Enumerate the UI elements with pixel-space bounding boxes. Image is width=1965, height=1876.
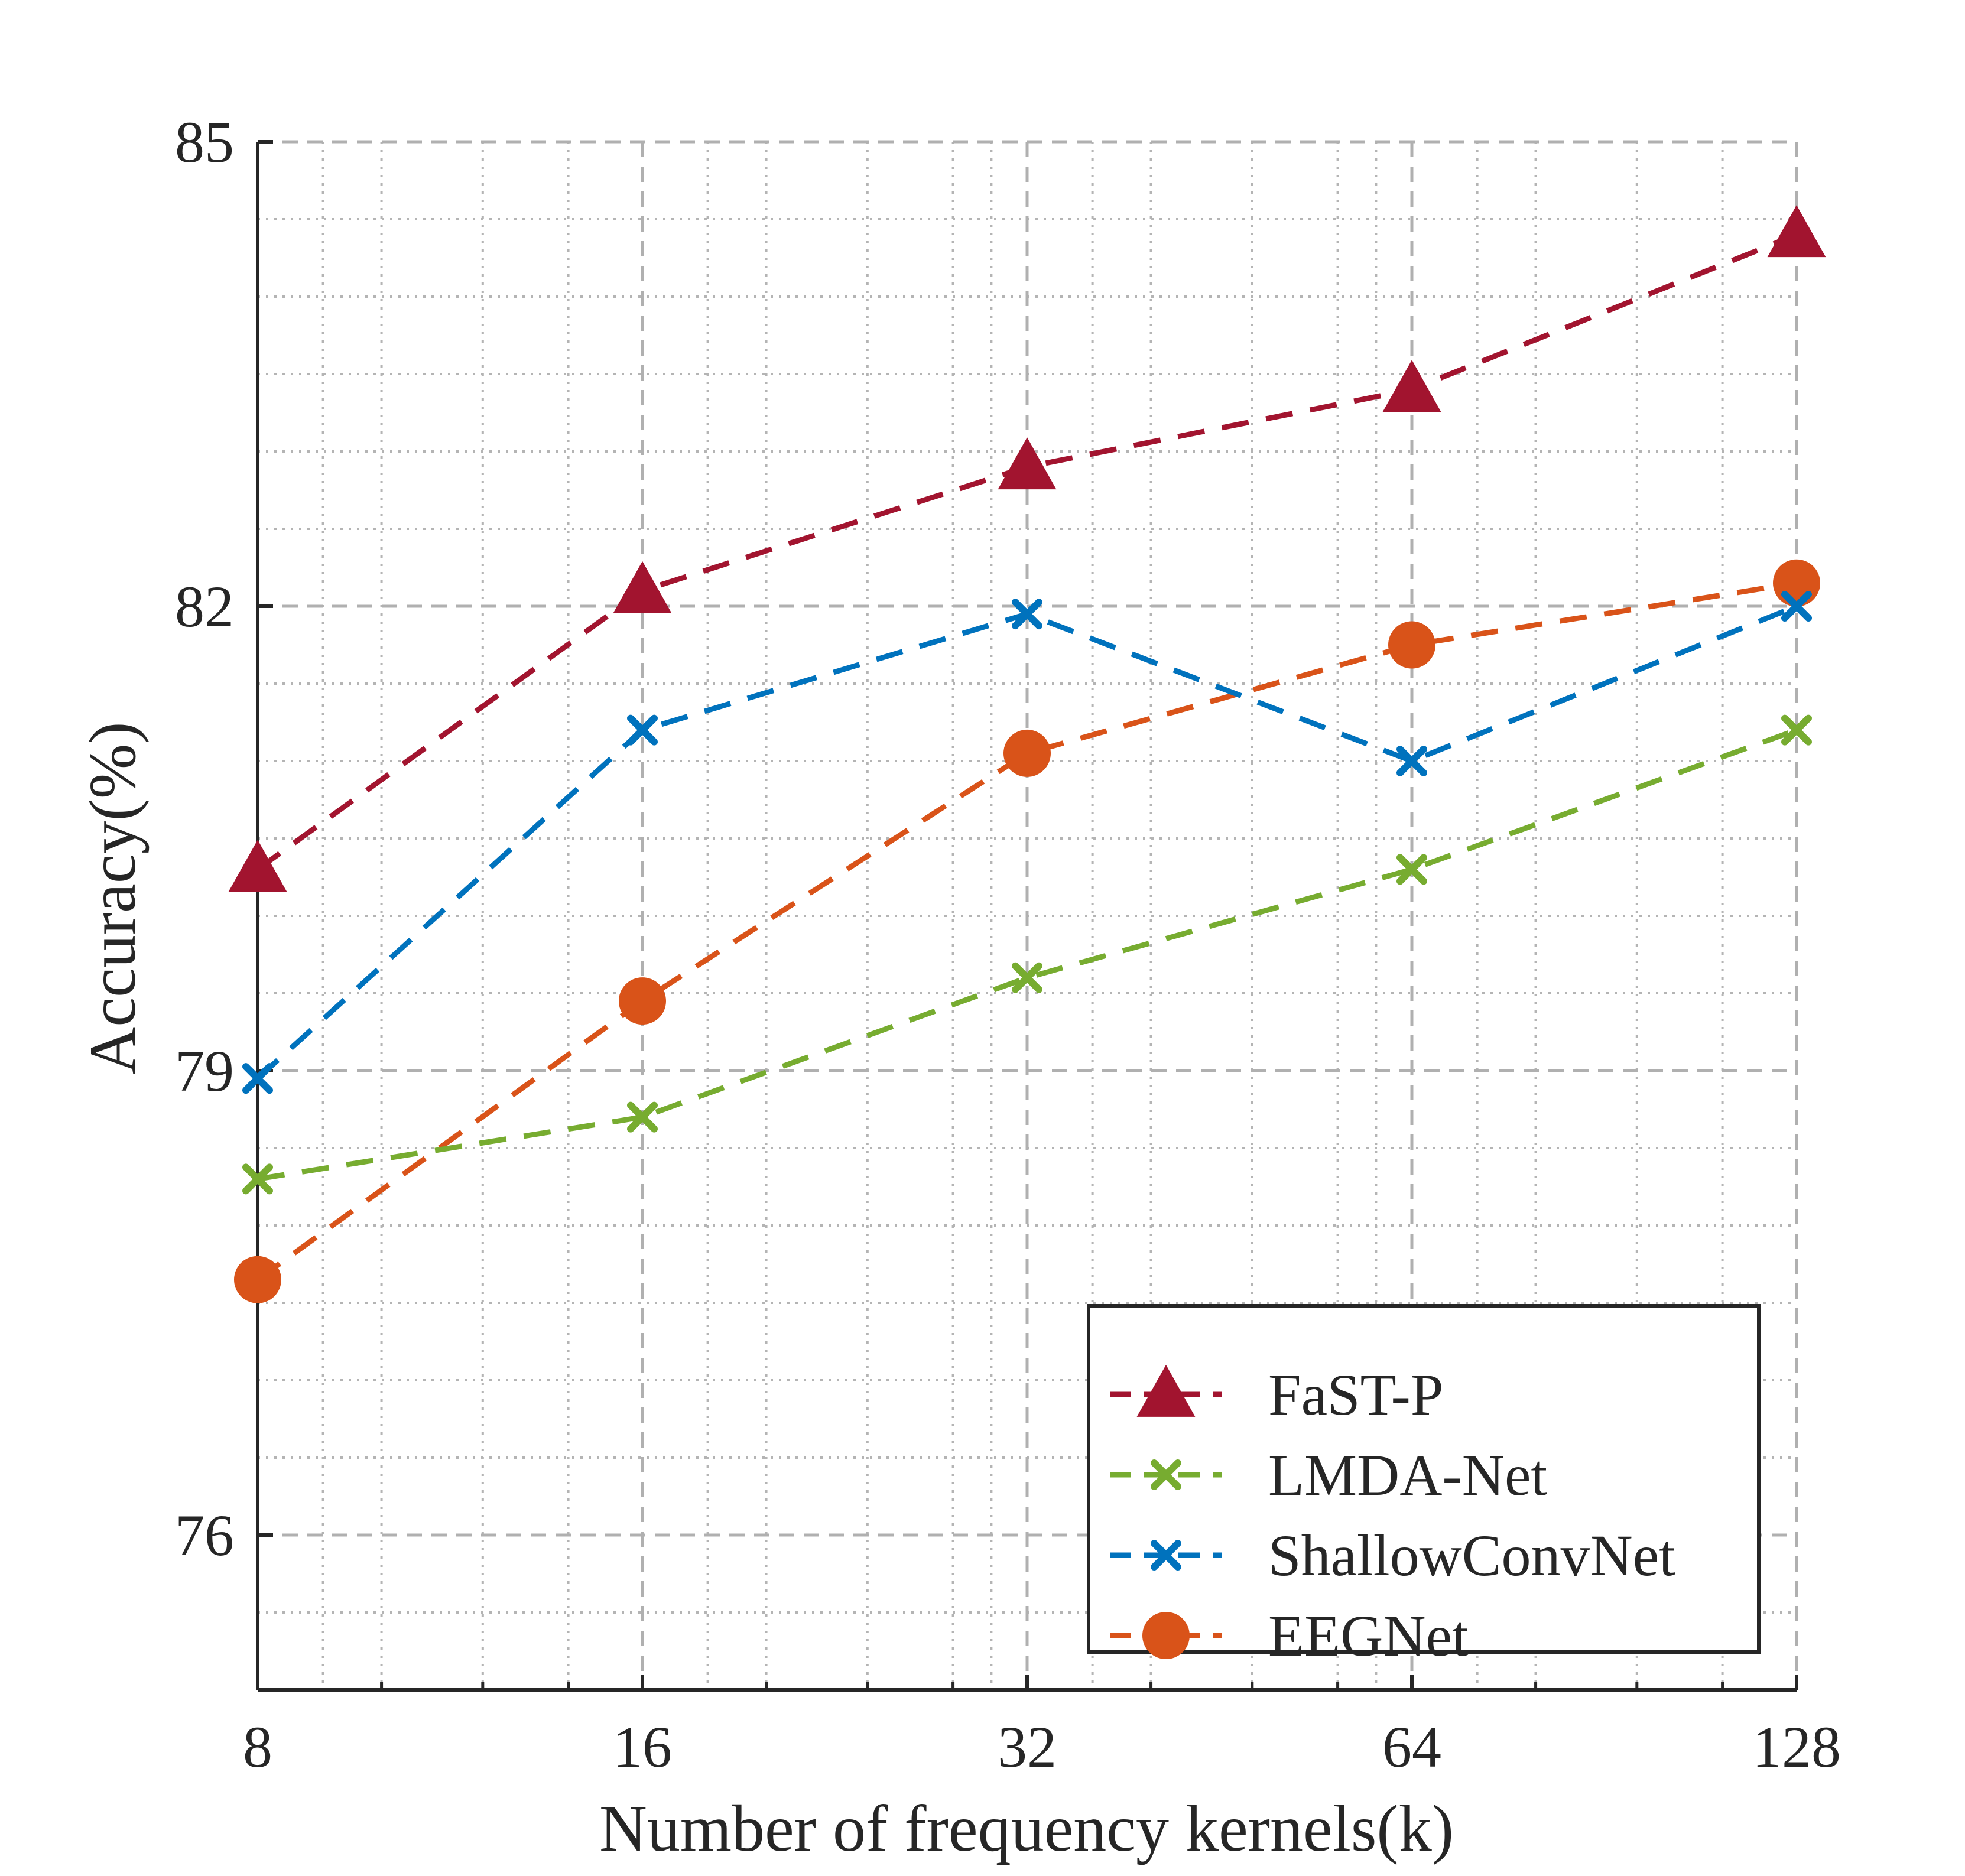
- y-tick-label: 76: [175, 1503, 234, 1568]
- data-point: [619, 977, 666, 1025]
- data-point: [1767, 205, 1826, 258]
- legend-box: [1087, 1304, 1761, 1654]
- data-point: [228, 840, 287, 892]
- series-layer: [228, 205, 1826, 1303]
- data-point: [1382, 360, 1441, 412]
- data-point: [1388, 621, 1435, 669]
- legend-marker: [1151, 1540, 1181, 1571]
- data-point: [998, 437, 1057, 490]
- axes: [256, 140, 1798, 1692]
- data-point: [1012, 599, 1042, 630]
- tick-labels: 8 16 32 64 128 76 79 82 85: [175, 109, 1841, 1780]
- data-point: [234, 1256, 281, 1303]
- data-point: [613, 561, 672, 613]
- y-tick-label: 85: [175, 109, 234, 175]
- legend-label: ShallowConvNet: [1268, 1523, 1675, 1588]
- legend-items: FaST-P LMDA-Net ShallowConvNet EEGNet: [1110, 1362, 1675, 1669]
- data-point: [1003, 729, 1051, 777]
- data-point: [1781, 714, 1812, 746]
- y-axis-label: Accuracy(%): [76, 722, 150, 1075]
- data-point: [627, 1101, 658, 1133]
- series-line: [256, 580, 1797, 1282]
- data-point: [1773, 559, 1820, 607]
- x-tick-label: 128: [1752, 1714, 1841, 1780]
- x-tick-label: 64: [1382, 1714, 1441, 1780]
- legend-marker: [1142, 1612, 1190, 1659]
- x-axis-label: Number of frequency kernels(k): [599, 1792, 1454, 1865]
- x-tick-label: 8: [243, 1714, 272, 1780]
- data-point: [1396, 854, 1427, 885]
- data-point: [627, 714, 658, 746]
- legend-label: EEGNet: [1268, 1603, 1469, 1669]
- legend: FaST-P LMDA-Net ShallowConvNet EEGNet: [1087, 1304, 1761, 1669]
- data-point: [1781, 591, 1812, 622]
- y-tick-label: 82: [175, 574, 234, 639]
- data-point: [242, 1063, 273, 1094]
- data-point: [242, 1163, 273, 1195]
- legend-label: LMDA-Net: [1268, 1442, 1547, 1508]
- data-point: [1012, 962, 1042, 993]
- legend-label: FaST-P: [1268, 1362, 1443, 1428]
- legend-marker: [1151, 1459, 1181, 1490]
- x-tick-label: 32: [998, 1714, 1057, 1780]
- legend-marker: [1136, 1364, 1196, 1417]
- x-tick-label: 16: [613, 1714, 672, 1780]
- y-tick-label: 79: [175, 1038, 234, 1104]
- data-point: [1396, 746, 1427, 776]
